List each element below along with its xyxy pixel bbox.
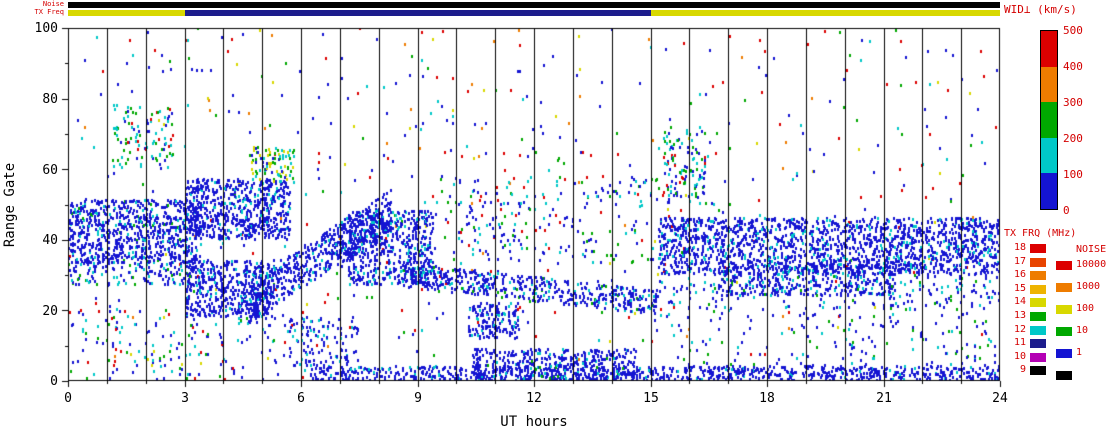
tx-freq-segment	[650, 10, 1000, 16]
tx-frq-color-chip	[1030, 257, 1046, 267]
wid-colorbar-segment	[1041, 137, 1057, 174]
tx-frq-legend-row: 14	[1008, 297, 1054, 307]
wid-colorbar-tick: 300	[1063, 96, 1083, 109]
tx-freq-bar-label: TX Freq	[34, 8, 64, 16]
x-tick-label: 21	[876, 391, 892, 406]
noise-value: 10	[1076, 325, 1089, 336]
tx-frq-color-chip	[1030, 325, 1046, 335]
wid-colorbar-tick: 0	[1063, 204, 1070, 217]
wid-colorbar-segment	[1041, 66, 1057, 103]
x-tick-label: 6	[297, 391, 305, 406]
tx-frq-color-chip	[1030, 338, 1046, 348]
noise-legend-row: 1	[1056, 348, 1116, 358]
x-tick-label: 3	[181, 391, 189, 406]
wid-colorbar-segment	[1041, 102, 1057, 138]
tx-frq-color-chip	[1030, 297, 1046, 307]
y-tick-label: 100	[34, 21, 58, 36]
tx-frq-color-chip	[1030, 311, 1046, 321]
tx-frq-legend-row: 10	[1008, 352, 1054, 362]
range-time-plot-canvas	[58, 18, 1010, 391]
tx-frq-color-chip	[1030, 352, 1046, 362]
noise-bar-label: Noise	[42, 0, 64, 8]
tx-frq-legend-row: 9	[1008, 365, 1054, 375]
wid-colorbar-segment	[1041, 173, 1057, 209]
tx-frq-color-chip	[1030, 243, 1046, 253]
tx-frq-value: 9	[1019, 364, 1026, 375]
tx-frq-value: 12	[1013, 324, 1026, 335]
noise-color-chip	[1056, 260, 1072, 270]
x-tick-label: 15	[643, 391, 659, 406]
noise-status-bar	[68, 2, 1000, 8]
y-tick-label: 80	[42, 92, 58, 107]
tx-frq-legend-row: 12	[1008, 325, 1054, 335]
tx-freq-segment	[184, 10, 651, 16]
noise-legend-row: 1000	[1056, 282, 1116, 292]
y-tick-label: 20	[42, 304, 58, 319]
tx-frq-legend-row: 18	[1008, 243, 1054, 253]
noise-legend-title: NOISE	[1076, 244, 1107, 255]
y-tick-label: 0	[50, 374, 58, 389]
x-tick-label: 9	[414, 391, 422, 406]
x-tick-label: 24	[992, 391, 1008, 406]
tx-frq-legend-row: 11	[1008, 338, 1054, 348]
y-tick-label: 60	[42, 163, 58, 178]
y-axis-title: Range Gate	[2, 162, 18, 248]
wid-colorbar-tick: 200	[1063, 132, 1083, 145]
wid-colorbar-tick: 500	[1063, 24, 1083, 37]
wid-colorbar-tick: 100	[1063, 168, 1083, 181]
wid-colorbar-tick: 400	[1063, 60, 1083, 73]
tx-frq-value: 17	[1013, 256, 1026, 267]
tx-frq-value: 11	[1013, 337, 1026, 348]
noise-value: 10000	[1076, 259, 1107, 270]
tx-frq-color-chip	[1030, 270, 1046, 280]
tx-frq-value: 15	[1013, 283, 1026, 294]
tx-frq-legend-title: TX FRQ (MHz)	[1004, 228, 1077, 239]
tx-frq-legend-row: 16	[1008, 270, 1054, 280]
y-tick-label: 40	[42, 233, 58, 248]
noise-color-chip	[1056, 348, 1072, 358]
noise-value: 1000	[1076, 281, 1101, 292]
noise-value: 1	[1076, 347, 1083, 358]
noise-color-chip	[1056, 370, 1072, 380]
noise-legend-row	[1056, 370, 1116, 380]
tx-frq-legend-row: 13	[1008, 311, 1054, 321]
tx-frq-legend-row: 15	[1008, 284, 1054, 294]
x-tick-label: 12	[526, 391, 542, 406]
tx-frq-value: 16	[1013, 269, 1026, 280]
noise-legend-row: 10	[1056, 326, 1116, 336]
wid-colorbar	[1040, 30, 1058, 210]
tx-frq-legend-row: 17	[1008, 257, 1054, 267]
x-tick-label: 18	[759, 391, 775, 406]
x-tick-label: 0	[64, 391, 72, 406]
noise-value: 100	[1076, 303, 1095, 314]
tx-frq-value: 18	[1013, 242, 1026, 253]
noise-legend-row: 10000	[1056, 260, 1116, 270]
tx-frq-value: 13	[1013, 310, 1026, 321]
tx-freq-segment	[68, 10, 185, 16]
wid-colorbar-title: WID⊥ (km/s)	[1004, 3, 1077, 16]
x-axis-title: UT hours	[500, 414, 568, 430]
noise-color-chip	[1056, 282, 1072, 292]
noise-legend-row: 100	[1056, 304, 1116, 314]
tx-frq-value: 10	[1013, 351, 1026, 362]
tx-freq-status-bar	[68, 10, 1000, 16]
tx-frq-value: 14	[1013, 296, 1026, 307]
tx-frq-color-chip	[1030, 365, 1046, 375]
wid-colorbar-segment	[1041, 31, 1057, 67]
noise-color-chip	[1056, 326, 1072, 336]
tx-frq-color-chip	[1030, 284, 1046, 294]
noise-color-chip	[1056, 304, 1072, 314]
